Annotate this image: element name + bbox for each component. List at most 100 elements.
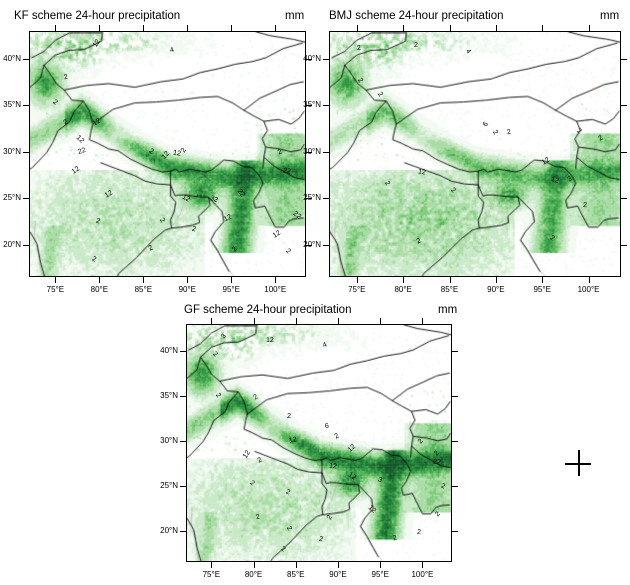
x-axis-tick — [187, 277, 189, 283]
x-axis-label: 75°E — [202, 570, 221, 579]
contour-value-label: 12 — [346, 471, 358, 482]
contour-value-label: 12 — [70, 165, 82, 177]
x-axis-tick — [588, 277, 590, 283]
x-axis-tick — [55, 277, 57, 283]
y-axis-tick-right — [306, 105, 312, 107]
x-axis-label: 95°E — [222, 285, 240, 294]
x-axis-tick-top — [449, 25, 451, 31]
y-axis-label: 30°N — [160, 435, 178, 445]
x-axis-label: 95°E — [533, 285, 551, 294]
x-axis-label: 75°E — [46, 285, 65, 294]
y-axis-tick — [23, 198, 29, 200]
x-axis-tick-top — [211, 318, 213, 324]
contour-value-label: 12 — [160, 149, 171, 161]
contour-value-label: 12 — [75, 134, 86, 145]
x-axis-tick — [449, 277, 451, 283]
contour-value-label: 12 — [271, 229, 282, 240]
contour-value-label: 2 — [157, 216, 166, 224]
x-axis-label: 95°E — [371, 570, 389, 579]
contour-value-label: 32 — [209, 195, 219, 205]
x-axis-tick-top — [495, 25, 497, 31]
contour-value-label: 2 — [506, 129, 512, 137]
contour-value-label: 2 — [190, 225, 197, 234]
contour-value-label: 22 — [291, 210, 302, 221]
contour-value-label: 22 — [282, 167, 292, 176]
y-axis-tick — [180, 530, 186, 532]
x-axis-tick — [143, 277, 145, 283]
contour-value-label: 12 — [91, 117, 103, 128]
panel-bmj-axes: 20°N20°25°N25°30°N30°35°N35°40°N40°75°E8… — [303, 25, 627, 294]
panel-gf-unit: mm — [438, 304, 458, 316]
contour-value-label: 2 — [285, 525, 294, 533]
panel-bmj-map-canvas — [330, 32, 620, 276]
contour-value-label: 2 — [284, 488, 291, 497]
x-axis-tick-top — [422, 318, 424, 324]
contour-value-label: 12 — [328, 462, 337, 471]
contour-value-label: 2 — [449, 186, 458, 195]
y-axis-tick-right — [306, 151, 312, 153]
panel-kf-axes: 20°N 25°N 30°N 35°N 40°N 75°E 80°E 85°E 90°E 95°E… — [3, 25, 312, 294]
x-axis-label: 80°E — [90, 285, 109, 294]
contour-value-label: 12 — [92, 38, 103, 49]
contour-value-label: 2 — [231, 246, 239, 254]
y-axis-label: 25°N — [160, 480, 178, 490]
contour-value-label: 12 — [366, 504, 377, 516]
x-axis-label: 90°E — [329, 570, 347, 579]
contour-value-label: 4 — [168, 46, 175, 55]
contour-value-label: 2 — [214, 392, 223, 400]
contour-value-label: 2 — [63, 73, 69, 82]
x-axis-label: 75°E — [348, 285, 366, 294]
panel-gf-plot-frame — [186, 324, 452, 562]
panel-kf: KF scheme 24-hour precipitation mm 20°N 2… — [0, 0, 315, 300]
contour-value-label: 2 — [597, 134, 605, 143]
x-axis-label: 85°E — [440, 285, 459, 294]
contour-value-label: 2 — [325, 514, 334, 522]
contour-value-label: 2 — [287, 412, 292, 420]
contour-value-label: 2 — [491, 129, 500, 137]
y-axis-tick-right — [452, 350, 458, 352]
contour-value-label: 3 — [566, 175, 574, 184]
contour-value-label: 12 — [417, 168, 427, 177]
x-axis-label: 100°E — [411, 570, 434, 579]
x-axis-tick-top — [99, 25, 101, 31]
x-axis-label: 85°E — [287, 570, 305, 579]
panel-bmj-plot-frame — [329, 31, 621, 277]
y-axis-label: 35°N — [303, 100, 321, 110]
contour-value-label: 2 — [433, 449, 441, 458]
panel-gf: GF scheme 24-hour precipitation mm 20°N 2… — [160, 300, 480, 585]
x-axis-tick-top — [55, 25, 57, 31]
contour-value-label: 6 — [481, 120, 490, 129]
contour-value-label: 2 — [434, 510, 442, 519]
contour-value-label: 2 — [391, 534, 398, 543]
x-axis-tick — [99, 277, 101, 283]
contour-value-label: 2 — [439, 482, 447, 491]
y-axis-tick-right — [452, 530, 458, 532]
contour-value-label: 2 — [90, 255, 98, 264]
contour-value-label: 2 — [355, 77, 364, 85]
y-axis-tick — [23, 58, 29, 60]
y-axis-tick — [23, 105, 29, 107]
x-axis-label: 100°E — [577, 285, 600, 294]
x-axis-label: 100°E — [264, 285, 287, 294]
x-axis-tick — [380, 562, 382, 568]
y-axis-label: 35°N — [3, 100, 21, 110]
contour-value-label: 2 — [276, 148, 283, 157]
contour-value-label: 2 — [582, 201, 587, 209]
contour-value-label: 2 — [283, 247, 292, 256]
y-axis-tick-right — [306, 244, 312, 246]
y-axis-tick — [23, 244, 29, 246]
y-axis-tick-right — [621, 58, 627, 60]
contour-value-label: 6 — [324, 422, 330, 431]
y-axis-tick — [23, 151, 29, 153]
y-axis-label: 40°N — [303, 53, 321, 63]
contour-value-label: 2 — [148, 243, 155, 253]
x-axis-tick-top — [253, 318, 255, 324]
x-axis-tick — [295, 562, 297, 568]
contour-value-label: 12 — [266, 336, 275, 344]
contour-value-label: 12 — [540, 156, 552, 167]
contour-value-label: 12 — [346, 443, 358, 454]
y-axis-tick — [180, 395, 186, 397]
x-axis-tick — [338, 562, 339, 568]
y-axis-tick-right — [621, 244, 627, 246]
y-axis-label: 35°N — [160, 390, 178, 400]
